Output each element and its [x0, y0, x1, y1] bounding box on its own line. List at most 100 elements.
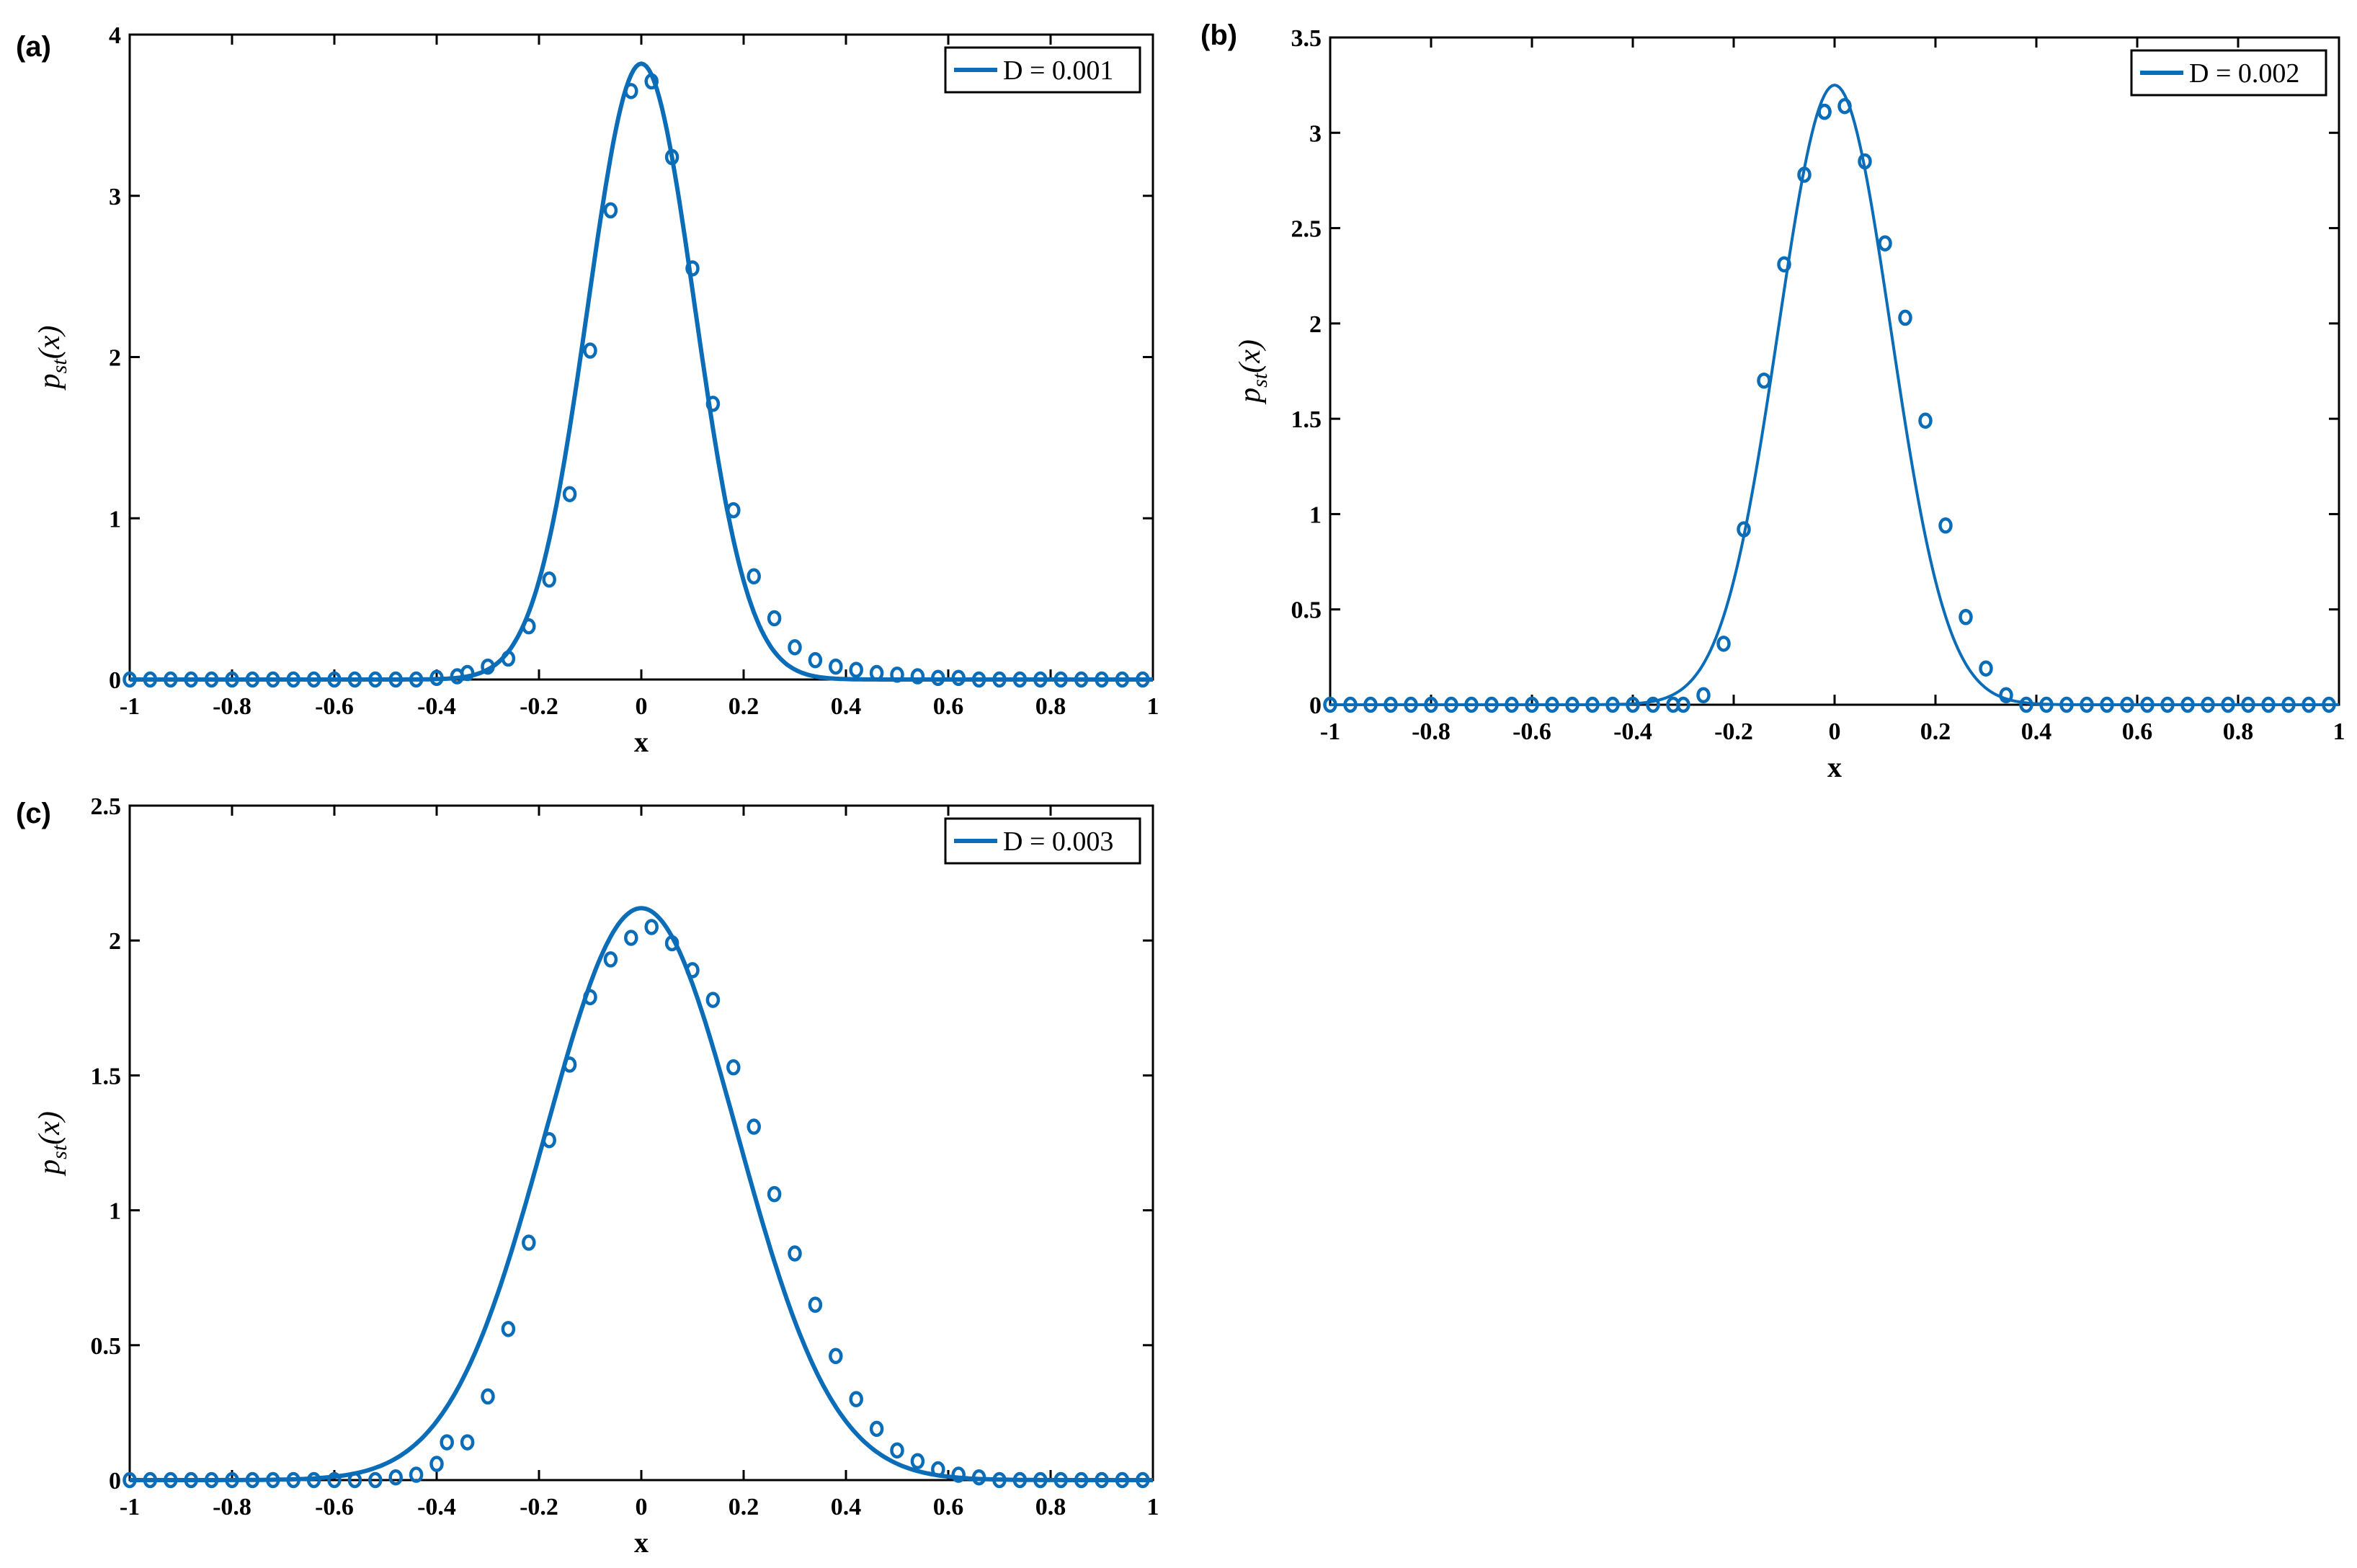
data-marker	[1878, 235, 1892, 251]
y-tick-label: 0.5	[91, 1333, 122, 1360]
y-tick-label: 2	[109, 345, 121, 372]
data-marker	[2039, 696, 2054, 713]
data-marker	[1837, 97, 1852, 115]
y-tick-label: 1	[109, 506, 121, 533]
data-marker	[1444, 696, 1458, 713]
data-marker	[705, 396, 721, 412]
x-tick-label: 0.4	[831, 693, 862, 720]
data-marker	[1858, 153, 1872, 170]
data-marker	[1404, 696, 1418, 713]
data-marker	[306, 1471, 321, 1489]
data-marker	[1585, 696, 1600, 713]
data-marker	[1999, 687, 2013, 704]
data-marker	[624, 930, 638, 946]
data-marker	[1424, 696, 1438, 713]
y-tick-label: 0	[1309, 692, 1322, 719]
data-marker	[1115, 671, 1130, 688]
x-tick-label: 1	[1147, 1494, 1159, 1520]
data-marker	[2241, 696, 2255, 713]
y-tick-label: 0	[109, 667, 121, 694]
data-marker	[501, 650, 516, 667]
data-marker	[869, 1420, 884, 1438]
x-tick-label: -0.2	[520, 1494, 558, 1520]
data-marker	[664, 935, 680, 952]
data-marker	[1363, 696, 1378, 713]
plot-frame	[128, 33, 1154, 681]
data-marker	[122, 671, 137, 688]
data-marker	[849, 662, 863, 678]
data-marker	[2120, 696, 2134, 713]
data-marker	[1938, 517, 1953, 534]
x-tick-label: 0.2	[729, 1494, 759, 1520]
data-marker	[204, 1471, 219, 1489]
legend-box	[944, 46, 1141, 94]
data-marker	[1012, 1471, 1028, 1489]
y-tick-label: 0	[109, 1468, 121, 1494]
x-tick-label: 0.2	[1920, 718, 1951, 745]
y-axis-label: pst(x)	[1234, 339, 1272, 405]
data-marker	[225, 671, 239, 688]
data-marker	[869, 664, 884, 682]
x-tick-label: 1	[2333, 718, 2345, 745]
data-marker	[164, 1471, 178, 1489]
data-marker	[931, 1461, 945, 1478]
data-marker	[644, 73, 659, 90]
data-marker	[1012, 671, 1028, 688]
x-tick-label: 0	[1829, 718, 1841, 745]
data-marker	[1033, 671, 1048, 688]
data-marker	[788, 639, 802, 656]
data-marker	[184, 1471, 198, 1489]
data-marker	[1565, 696, 1579, 713]
data-marker	[644, 919, 659, 935]
data-marker	[1959, 609, 1973, 625]
data-marker	[1484, 696, 1499, 713]
data-marker	[164, 671, 178, 688]
data-marker	[1074, 1471, 1089, 1489]
data-marker	[1136, 1471, 1150, 1489]
data-marker	[603, 202, 618, 219]
data-marker	[122, 1471, 137, 1489]
x-tick-label: 1	[1147, 693, 1159, 720]
data-marker	[409, 671, 424, 688]
data-marker	[583, 989, 597, 1006]
series-curve	[130, 906, 1153, 1482]
data-marker	[1817, 103, 1832, 120]
data-marker	[1095, 671, 1109, 688]
data-marker	[726, 502, 741, 519]
data-marker	[347, 1471, 362, 1489]
data-marker	[266, 671, 280, 688]
data-marker	[1626, 696, 1640, 713]
legend-box	[944, 817, 1141, 865]
data-marker	[808, 651, 823, 669]
data-marker	[368, 671, 383, 688]
y-tick-label: 3.5	[1291, 25, 1322, 52]
data-marker	[1053, 1471, 1068, 1489]
data-marker	[951, 669, 966, 687]
y-tick-label: 2	[109, 928, 121, 955]
data-marker	[1918, 412, 1933, 429]
y-tick-label: 3	[1309, 120, 1322, 147]
x-tick-label: 0.6	[933, 693, 964, 720]
data-marker	[1605, 696, 1620, 713]
data-marker	[245, 1471, 260, 1489]
x-axis-label: x	[634, 1526, 649, 1559]
y-tick-label: 2.5	[91, 793, 122, 820]
x-tick-label: -0.8	[213, 1494, 251, 1520]
data-marker	[1505, 696, 1519, 713]
data-marker	[245, 671, 260, 688]
x-tick-label: -0.4	[417, 1494, 456, 1520]
data-marker	[2322, 696, 2336, 713]
y-tick-label: 1.5	[91, 1063, 122, 1090]
data-marker	[1384, 696, 1398, 713]
x-tick-label: 0.6	[933, 1494, 964, 1520]
data-marker	[562, 486, 577, 502]
x-tick-label: -0.4	[1613, 718, 1652, 745]
data-marker	[440, 1434, 454, 1451]
data-marker	[2201, 696, 2215, 713]
data-marker	[1343, 696, 1358, 713]
data-marker	[481, 658, 495, 675]
y-axis-label: pst(x)	[33, 326, 71, 391]
data-marker	[2100, 696, 2114, 713]
data-marker	[2221, 696, 2235, 713]
